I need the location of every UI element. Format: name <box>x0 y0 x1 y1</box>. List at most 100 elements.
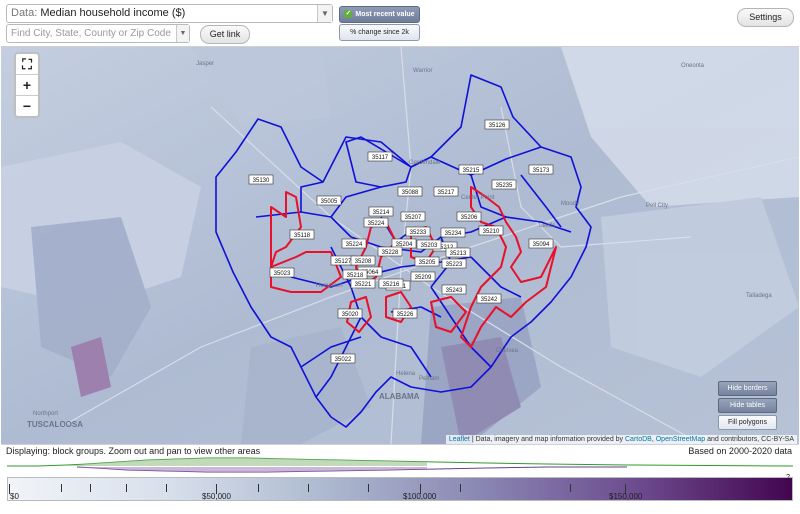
zip-label-box <box>269 267 295 278</box>
legend-tick <box>570 484 571 492</box>
zip-label-text: 35217 <box>438 190 455 196</box>
zip-label-text: 35224 <box>368 221 385 227</box>
zip-label-text: 35224 <box>346 242 363 248</box>
zip-label-text: 35221 <box>355 282 372 288</box>
legend-tick <box>420 484 421 494</box>
place-label: Gardendale <box>409 160 441 166</box>
zip-label: 35228 <box>377 246 403 257</box>
zip-label: 35206 <box>456 211 482 222</box>
legend-tick <box>166 484 167 492</box>
zip-label-text: 35243 <box>446 288 463 294</box>
fullscreen-icon[interactable]: ⛶ <box>16 54 38 75</box>
settings-button[interactable]: Settings <box>737 8 794 27</box>
zip-label-text: 35094 <box>533 242 550 248</box>
zip-label: 35118 <box>289 229 315 240</box>
zip-label-box <box>476 293 502 304</box>
zoom-out-button[interactable]: − <box>22 98 32 114</box>
zip-label-text: 35226 <box>397 312 414 318</box>
zip-label: 35224 <box>363 217 389 228</box>
map[interactable]: Jasper Warrior Gardendale Center Point M… <box>1 46 799 445</box>
zip-label-text: 35127 <box>335 259 352 265</box>
zip-label-text: 35118 <box>294 233 311 239</box>
help-icon[interactable]: ? <box>786 474 790 481</box>
chevron-down-icon[interactable]: ▼ <box>317 5 332 22</box>
chevron-down-icon[interactable]: ▼ <box>176 25 189 42</box>
zip-label-text: 35208 <box>355 259 372 265</box>
zip-label-box <box>441 258 467 269</box>
zip-label-box <box>363 217 389 228</box>
zip-label: 35243 <box>441 284 467 295</box>
legend-tick <box>61 484 62 492</box>
zip-label-text: 35215 <box>463 168 480 174</box>
leaflet-link[interactable]: Leaflet <box>448 436 470 443</box>
zip-label-text: 35233 <box>410 230 427 236</box>
zip-label-text: 35223 <box>446 262 463 268</box>
zip-label-box <box>248 174 274 185</box>
search-input[interactable]: Find City, State, County or Zip Code ▼ <box>6 24 190 43</box>
check-icon: ✓ <box>344 10 353 19</box>
zip-label: 35242 <box>476 293 502 304</box>
zoom-control: ⛶ + − <box>14 52 40 118</box>
place-label: Talladega <box>746 293 772 299</box>
place-label: Pell City <box>646 203 668 209</box>
zip-label-text: 35218 <box>347 273 364 279</box>
fill-polygons-button[interactable]: Fill polygons <box>718 415 777 430</box>
zip-label-box <box>368 206 394 217</box>
data-range-text: Based on 2000-2020 data <box>688 446 792 456</box>
zip-label-text: 35088 <box>402 190 419 196</box>
zip-label-text: 35020 <box>342 312 359 318</box>
histogram-fill-2 <box>77 467 427 472</box>
zip-label: 35020 <box>337 308 363 319</box>
data-select-value: Median household income ($) <box>40 7 186 19</box>
get-link-button[interactable]: Get link <box>200 25 250 44</box>
zip-label: 35205 <box>414 256 440 267</box>
zip-label-text: 35064 <box>362 270 379 276</box>
zip-label: 35214 <box>368 206 394 217</box>
most-recent-value-toggle[interactable]: ✓ Most recent value <box>339 6 420 23</box>
map-canvas[interactable]: Jasper Warrior Gardendale Center Point M… <box>1 47 799 444</box>
osm-link[interactable]: OpenStreetMap <box>655 436 706 443</box>
place-label: Center Point <box>461 195 495 201</box>
zip-label-box <box>456 211 482 222</box>
legend-tick-label: $0 <box>10 492 19 501</box>
highlight-boundaries <box>270 186 557 348</box>
toolbar: Data: Median household income ($) ▼ Find… <box>0 0 800 46</box>
legend-tick <box>368 484 369 492</box>
place-label: Pelham <box>419 376 439 382</box>
zoom-in-button[interactable]: + <box>16 75 38 96</box>
zip-label-box <box>350 255 376 266</box>
zip-label-box <box>416 239 442 250</box>
map-attribution: Leaflet | Data, imagery and map informat… <box>445 435 797 444</box>
zip-label: 35130 <box>248 174 274 185</box>
zip-label: 35213 <box>445 247 471 258</box>
hide-borders-button[interactable]: Hide borders <box>718 381 777 396</box>
percent-change-toggle[interactable]: % change since 2k <box>339 24 420 41</box>
zip-label-text: 35228 <box>382 250 399 256</box>
cartodb-link[interactable]: CartoDB <box>625 436 652 443</box>
search-placeholder: Find City, State, County or Zip Code <box>11 28 171 39</box>
zip-label-box <box>445 247 471 258</box>
place-label: Helena <box>396 371 416 377</box>
most-recent-value-label: Most recent value <box>355 11 415 18</box>
zip-label-box <box>367 151 393 162</box>
histogram <box>7 457 793 473</box>
zip-label-box <box>433 186 459 197</box>
zip-label-text: 35242 <box>481 297 498 303</box>
zip-label-box <box>392 308 418 319</box>
zip-label: 35203 <box>416 239 442 250</box>
zip-label: 35204 <box>391 238 417 249</box>
zip-label: 35126 <box>484 119 510 130</box>
zip-label-text: 35203 <box>421 243 438 249</box>
zip-label: 35207 <box>400 211 426 222</box>
zip-label: 35173 <box>528 164 554 175</box>
zip-label-text: 35234 <box>445 231 462 237</box>
hide-labels-button[interactable]: Hide tables <box>718 398 777 413</box>
zip-label: 35224 <box>341 238 367 249</box>
legend-tick-label: $50,000 <box>202 492 231 501</box>
data-select-label: Data: <box>11 7 38 19</box>
legend-tick <box>126 484 127 492</box>
status-text: Displaying: block groups. Zoom out and p… <box>6 446 261 456</box>
zip-label-text: 35209 <box>415 275 432 281</box>
data-select[interactable]: Data: Median household income ($) ▼ <box>6 4 333 23</box>
zip-label-box <box>491 179 517 190</box>
